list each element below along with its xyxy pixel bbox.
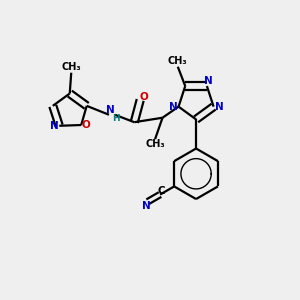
Text: N: N [142, 201, 151, 211]
Text: N: N [106, 105, 115, 115]
Text: CH₃: CH₃ [145, 140, 165, 149]
Text: C: C [158, 186, 165, 196]
Text: O: O [81, 120, 90, 130]
Text: H: H [112, 114, 119, 123]
Text: CH₃: CH₃ [168, 56, 188, 66]
Text: N: N [169, 102, 178, 112]
Text: N: N [50, 121, 59, 131]
Text: CH₃: CH₃ [61, 62, 81, 72]
Text: O: O [140, 92, 148, 102]
Text: N: N [214, 102, 223, 112]
Text: N: N [204, 76, 213, 86]
